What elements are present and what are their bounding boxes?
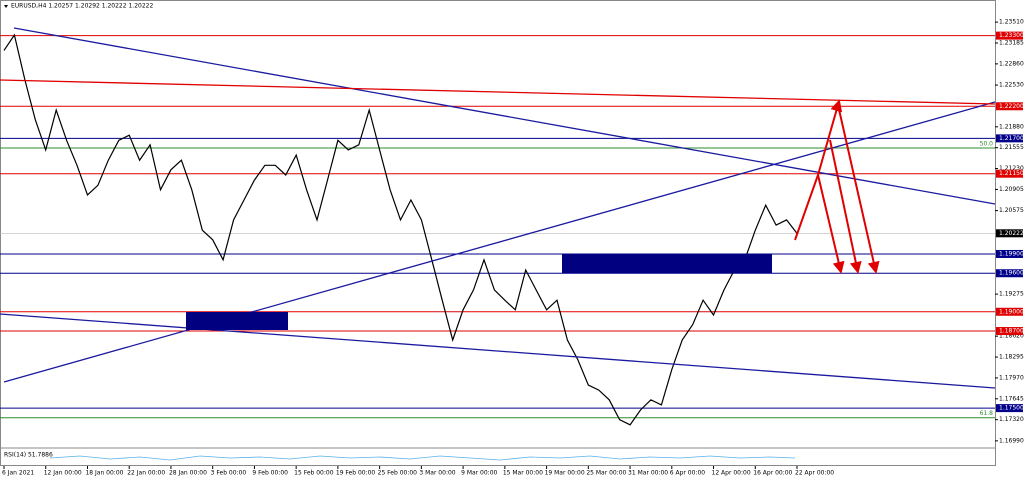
level-tag	[996, 307, 1023, 316]
x-tick-label: 25 Mar 00:00	[586, 470, 626, 477]
level-label: 1.19000	[999, 308, 1024, 315]
x-tick-label: 19 Feb 00:00	[336, 470, 376, 477]
level-tag	[996, 31, 1023, 40]
level-label: 1.18700	[999, 328, 1024, 335]
y-tick-label: 1.22860	[999, 60, 1024, 67]
level-label: 1.21150	[999, 170, 1024, 177]
level-label: 1.22200	[999, 103, 1024, 110]
y-tick-label: 1.17320	[999, 416, 1024, 423]
level-tag	[996, 327, 1023, 336]
current-tag	[996, 229, 1023, 238]
level-label: 1.17500	[999, 405, 1024, 412]
fib-label: 61.8	[980, 410, 994, 417]
current-price-label: 1.20222	[999, 230, 1024, 237]
x-tick-label: 22 Apr 00:00	[795, 470, 834, 477]
y-tick-label: 1.19275	[999, 291, 1024, 298]
y-tick-label: 1.20575	[999, 207, 1024, 214]
y-tick-label: 1.16990	[999, 437, 1024, 444]
y-tick-label: 1.21230	[999, 165, 1024, 172]
arrow	[817, 174, 845, 274]
zone	[186, 312, 288, 330]
x-tick-label: 3 Mar 00:00	[419, 470, 455, 477]
zone	[562, 254, 772, 273]
level-label: 1.23300	[999, 32, 1024, 39]
x-tick-label: 9 Feb 00:00	[252, 470, 288, 477]
x-tick-label: 12 Apr 00:00	[712, 470, 751, 477]
x-tick-label: 28 Jan 00:00	[169, 470, 207, 477]
menu-icon	[4, 5, 8, 8]
trend-line	[0, 313, 996, 389]
x-tick-label: 12 Jan 00:00	[44, 470, 82, 477]
price-line	[3, 33, 798, 426]
level-tag	[996, 134, 1023, 143]
x-tick-label: 6 Apr 00:00	[670, 470, 705, 477]
trend-line	[0, 79, 996, 105]
x-tick-label: 31 Mar 00:00	[628, 470, 668, 477]
y-tick-label: 1.23510	[999, 19, 1024, 26]
level-tag	[996, 249, 1023, 258]
y-tick-label: 1.17645	[999, 395, 1024, 402]
y-tick-label: 1.18620	[999, 333, 1024, 340]
indicator-label: RSI(14) 51.7886	[4, 452, 53, 459]
x-tick-label: 25 Feb 00:00	[378, 470, 418, 477]
y-tick-label: 1.20905	[999, 186, 1024, 193]
y-tick-label: 1.21880	[999, 123, 1024, 130]
x-tick-label: 3 Feb 00:00	[211, 470, 247, 477]
y-tick-label: 1.17970	[999, 374, 1024, 381]
y-tick-label: 1.22530	[999, 82, 1024, 89]
level-tag	[996, 404, 1023, 413]
arrow	[837, 104, 880, 274]
x-tick-label: 19 Mar 00:00	[545, 470, 585, 477]
x-tick-label: 6 Jan 2021	[2, 470, 34, 477]
level-tag	[996, 102, 1023, 111]
fib-label: 50.0	[980, 141, 994, 148]
x-tick-label: 9 Mar 00:00	[461, 470, 497, 477]
trend-line	[3, 101, 996, 383]
level-label: 1.19900	[999, 250, 1024, 257]
x-tick-label: 15 Feb 00:00	[294, 470, 334, 477]
y-tick-label: 1.23185	[999, 40, 1024, 47]
x-tick-label: 16 Apr 00:00	[753, 470, 792, 477]
x-tick-label: 18 Jan 00:00	[85, 470, 123, 477]
trend-line	[13, 27, 996, 205]
chart-title: EURUSD,H4 1.20257 1.20292 1.20222 1.2022…	[11, 3, 153, 10]
x-tick-label: 15 Mar 00:00	[503, 470, 543, 477]
rsi-line	[49, 455, 796, 461]
arrow	[829, 139, 862, 274]
level-tag	[996, 169, 1023, 178]
level-label: 1.19600	[999, 270, 1024, 277]
level-tag	[996, 269, 1023, 278]
x-tick-label: 22 Jan 00:00	[127, 470, 165, 477]
y-tick-label: 1.21555	[999, 144, 1024, 151]
level-label: 1.21700	[999, 135, 1024, 142]
annotations	[0, 27, 996, 389]
y-tick-label: 1.18295	[999, 354, 1024, 361]
